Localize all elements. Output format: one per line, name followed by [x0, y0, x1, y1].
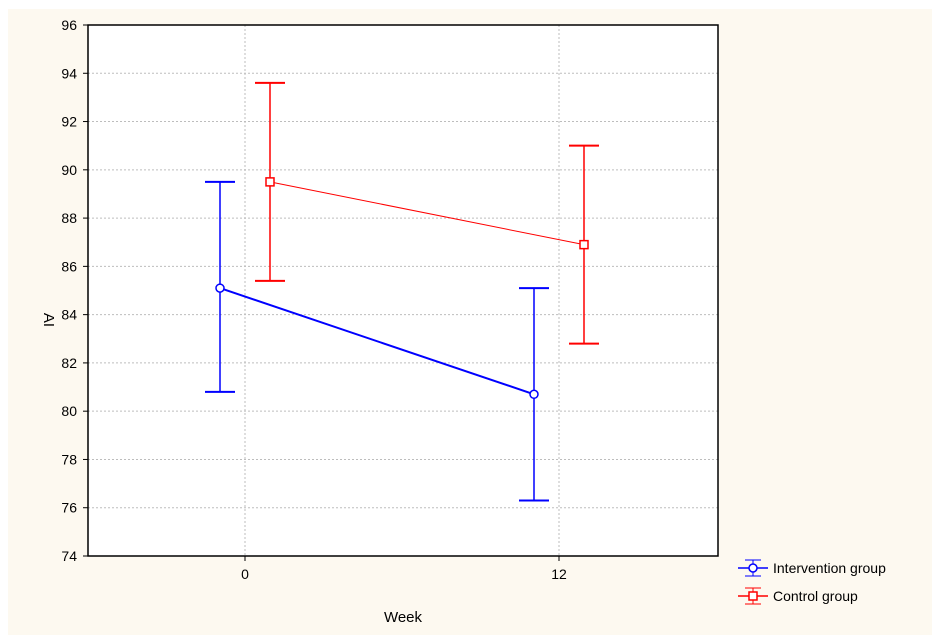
- legend-marker: [748, 591, 758, 601]
- y-tick-label: 90: [61, 162, 77, 178]
- y-axis-ticks: 74 76 78 80 82 84 86 88 90 92 94 96: [61, 17, 88, 564]
- x-axis-ticks: 0 12: [241, 556, 567, 582]
- legend-item: Control group: [738, 587, 858, 605]
- y-tick-label: 78: [61, 451, 77, 467]
- y-tick-label: 82: [61, 355, 77, 371]
- x-axis-label: Week: [384, 609, 423, 626]
- y-axis-label: AI: [40, 313, 57, 327]
- y-tick-label: 92: [61, 114, 77, 130]
- y-tick-label: 80: [61, 403, 77, 419]
- plot-border: [87, 24, 719, 557]
- grid-lines: [88, 25, 718, 556]
- series-control: [255, 81, 599, 345]
- data-point: [215, 283, 225, 293]
- y-tick-label: 76: [61, 500, 77, 516]
- y-tick-label: 86: [61, 258, 77, 274]
- y-tick-label: 88: [61, 210, 77, 226]
- plot-area: [88, 25, 718, 556]
- series-line: [219, 287, 535, 396]
- x-tick-label: 0: [241, 566, 249, 582]
- data-point: [579, 239, 589, 250]
- y-tick-label: 84: [61, 307, 77, 323]
- data-point: [529, 389, 539, 400]
- legend-label: Control group: [773, 588, 858, 604]
- legend-label: Intervention group: [773, 560, 886, 576]
- legend-marker: [748, 563, 758, 573]
- legend-item: Intervention group: [738, 559, 886, 577]
- chart-svg: 74 76 78 80 82 84 86 88 90 92 94 96 0 12 Week AI Int…: [8, 9, 932, 635]
- series-line: [269, 181, 585, 246]
- y-tick-label: 74: [61, 548, 77, 564]
- y-tick-label: 94: [61, 65, 77, 81]
- data-point: [265, 177, 275, 187]
- x-tick-label: 12: [551, 566, 567, 582]
- legend: Intervention group Control group: [738, 559, 886, 605]
- chart-container: 74 76 78 80 82 84 86 88 90 92 94 96 0 12 Week AI Int…: [8, 9, 932, 635]
- series-layer: [205, 81, 599, 502]
- series-intervention: [205, 180, 549, 502]
- y-tick-label: 96: [61, 17, 77, 33]
